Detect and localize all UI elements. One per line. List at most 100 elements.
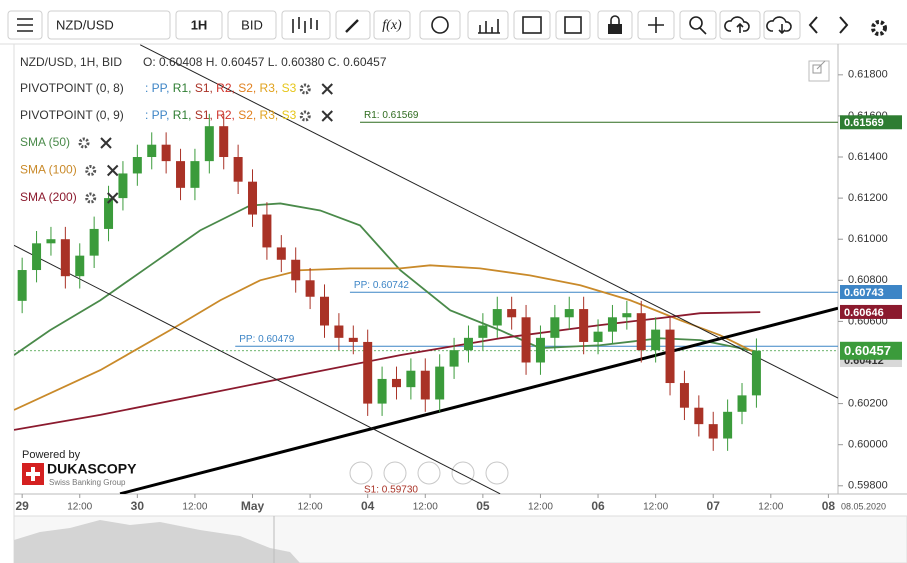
calendar-button[interactable] (513, 10, 551, 40)
settings-icon[interactable] (78, 137, 90, 149)
y-tick-label: 0.61200 (848, 192, 888, 204)
symbol: NZD/USD (56, 17, 114, 32)
candle-body (348, 337, 358, 342)
candle-body (651, 329, 661, 351)
zoom-button[interactable] (679, 10, 717, 40)
remove-icon[interactable] (100, 137, 112, 149)
remove-icon[interactable] (321, 110, 333, 122)
candle-body (262, 214, 272, 248)
zoom-icon (689, 16, 703, 30)
candle-body (219, 126, 229, 158)
candle-body (161, 144, 171, 162)
settings-icon[interactable] (871, 20, 887, 36)
candle-body (463, 337, 473, 351)
candle-body (478, 325, 488, 338)
pivot-level: S2, (235, 108, 256, 122)
candle-body (17, 270, 27, 301)
candle-body (176, 161, 186, 188)
scroll-left[interactable] (808, 16, 818, 34)
ohlc-line: O: 0.60408 H. 0.60457 L. 0.60380 C. 0.60… (143, 55, 387, 69)
pivot-level: S1, (191, 81, 212, 95)
crosshair-icon (648, 17, 664, 33)
timeframe-button[interactable] (175, 10, 223, 40)
nav-zoom-in[interactable] (451, 461, 475, 485)
bars-button[interactable] (467, 10, 509, 40)
price-tag (840, 304, 902, 319)
lock-shackle (610, 15, 620, 24)
trendline (119, 306, 838, 494)
x-tick-label: 07 (707, 499, 721, 513)
candle-body (679, 383, 689, 408)
pencil-icon (345, 19, 359, 33)
x-tick-label: 12:00 (643, 502, 668, 513)
candle-body (276, 247, 286, 260)
powered-by: Powered by (22, 449, 81, 461)
function-label: f(x) (382, 18, 402, 33)
candle-body (118, 173, 128, 199)
pivot-level: R3, (256, 108, 278, 122)
scroll-right[interactable] (839, 16, 849, 34)
pivot-level: : PP, (145, 108, 169, 122)
x-tick-label: 12:00 (298, 502, 323, 513)
x-tick-label: 12:00 (528, 502, 553, 513)
expand-button[interactable] (808, 60, 830, 82)
x-tick-label: 06 (591, 499, 605, 513)
nav-reset[interactable] (417, 461, 441, 485)
nav-zoom-out[interactable] (383, 461, 407, 485)
zoom-handle (699, 27, 707, 35)
candle-body (363, 341, 373, 404)
download-icon (766, 16, 792, 35)
candle-body (708, 424, 718, 439)
pivot-level: R2, (213, 108, 235, 122)
y-tick-label: 0.61800 (848, 69, 888, 81)
pivot-label: PP: 0.60479 (239, 334, 294, 345)
toolbar: NZD/USD 1H BID f(x) (7, 10, 887, 40)
candle-body (492, 309, 502, 326)
price-tag (840, 341, 902, 360)
candle-body (132, 157, 142, 174)
pivot-level: R1, (169, 81, 191, 95)
side-button[interactable] (227, 10, 277, 40)
candle-body (406, 370, 416, 388)
x-tick-label: 12:00 (182, 502, 207, 513)
candle-body (391, 378, 401, 388)
y-tick-label: 0.60000 (848, 439, 888, 451)
candle-body (723, 411, 733, 439)
candle-body (737, 395, 747, 412)
pivot-level: S3 (278, 108, 296, 122)
settings-icon[interactable] (85, 165, 97, 176)
settings-icon[interactable] (299, 83, 311, 95)
sma-line (14, 311, 761, 431)
pivot-level: : PP, (145, 81, 169, 95)
candle-body (449, 350, 459, 367)
nav-back[interactable] (349, 461, 373, 485)
settings-icon[interactable] (85, 192, 97, 204)
nav-forward[interactable] (485, 461, 509, 485)
price-tag-label: 0.60457 (844, 343, 891, 358)
report-button[interactable] (555, 10, 591, 40)
brand-tagline: Swiss Banking Group (49, 478, 126, 487)
symbol-input[interactable] (47, 10, 171, 40)
candle-body (334, 325, 344, 338)
pivot-level: S1, (191, 108, 212, 122)
candle-body (535, 337, 545, 363)
remove-icon[interactable] (321, 83, 333, 95)
legend-entry: SMA (100) (20, 163, 77, 177)
candle-body (377, 378, 387, 404)
candle-body (291, 259, 301, 281)
x-tick-label: 12:00 (413, 502, 438, 513)
remove-icon[interactable] (106, 164, 119, 177)
chart-type-button[interactable] (281, 10, 331, 40)
function-button[interactable] (373, 10, 411, 40)
candle-body (636, 313, 646, 351)
candle-body (751, 350, 761, 396)
info-button[interactable] (419, 10, 461, 40)
price-tag (840, 285, 902, 300)
branding: Powered by DUKASCOPY Swiss Banking Group (16, 446, 142, 492)
candle-body (104, 198, 114, 229)
remove-icon[interactable] (106, 192, 119, 204)
x-tick-label: May (241, 499, 265, 513)
candle-body (32, 243, 42, 271)
settings-icon[interactable] (299, 110, 311, 122)
